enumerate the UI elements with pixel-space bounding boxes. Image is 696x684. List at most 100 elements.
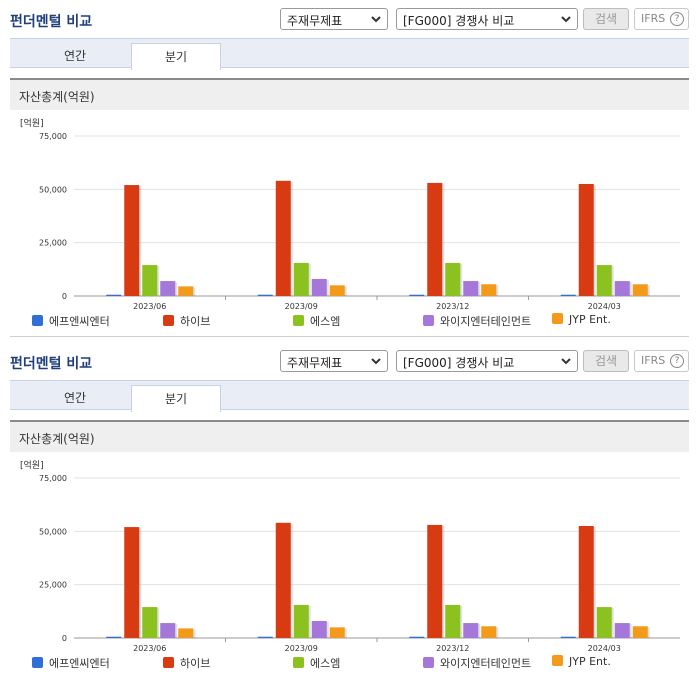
bar[interactable] — [275, 522, 291, 638]
bar[interactable] — [142, 607, 158, 638]
tab-quarterly[interactable]: 분기 — [131, 43, 221, 70]
x-tick-label: 2023/06 — [133, 302, 166, 310]
chevron-down-icon — [371, 358, 381, 365]
bar[interactable] — [329, 285, 345, 296]
y-unit-label: [억원] — [20, 459, 44, 471]
bar[interactable] — [463, 281, 479, 296]
bar[interactable] — [178, 286, 194, 296]
search-button[interactable]: 검색 — [583, 350, 629, 372]
statement-select[interactable]: 주재무제표 — [280, 350, 388, 372]
y-tick-label: 0 — [62, 634, 67, 643]
search-button[interactable]: 검색 — [583, 8, 629, 30]
legend-item[interactable]: 에프엔씨엔터 — [32, 313, 110, 329]
peer-group-select[interactable]: [FG000] 경쟁사 비교 — [396, 350, 578, 372]
bar[interactable] — [106, 636, 122, 638]
bar[interactable] — [427, 182, 443, 296]
bar[interactable] — [481, 284, 497, 296]
section-header: 자산총계(억원) — [10, 78, 689, 110]
bar[interactable] — [160, 281, 176, 296]
bar[interactable] — [445, 604, 461, 638]
bar[interactable] — [445, 262, 461, 296]
bar[interactable] — [293, 262, 309, 296]
bar[interactable] — [257, 294, 273, 296]
chevron-down-icon — [371, 16, 381, 23]
statement-select[interactable]: 주재무제표 — [280, 8, 388, 30]
peer-group-select[interactable]: [FG000] 경쟁사 비교 — [396, 8, 578, 30]
ifrs-button[interactable]: IFRS ? — [634, 350, 689, 372]
bar[interactable] — [160, 623, 176, 638]
bar[interactable] — [596, 265, 612, 296]
statement-select-value: 주재무제표 — [287, 14, 343, 28]
bar[interactable] — [614, 623, 630, 638]
legend-item[interactable]: 하이브 — [163, 313, 210, 329]
x-tick-label: 2024/03 — [588, 302, 621, 310]
bar[interactable] — [632, 626, 648, 638]
fundamental-panel-1: 펀더멘털 비교 주재무제표 [FG000] 경쟁사 비교 검색 IFRS ? 연… — [0, 8, 696, 337]
bar[interactable] — [409, 636, 425, 638]
bar[interactable] — [329, 627, 345, 638]
chevron-down-icon — [561, 16, 571, 23]
x-tick-label: 2023/12 — [436, 302, 469, 310]
x-tick-label: 2024/03 — [588, 644, 621, 652]
bar[interactable] — [578, 526, 594, 638]
legend-item[interactable]: 하이브 — [163, 655, 210, 671]
legend-label: 와이지엔터테인먼트 — [440, 657, 532, 670]
legend-label: 하이브 — [180, 315, 211, 328]
bar[interactable] — [481, 626, 497, 638]
fundamental-panel-2: 펀더멘털 비교 주재무제표 [FG000] 경쟁사 비교 검색 IFRS ? 연… — [0, 342, 696, 684]
y-tick-label: 0 — [62, 292, 67, 301]
bar[interactable] — [257, 636, 273, 638]
chart-legend: 에프엔씨엔터 하이브 에스엠 와이지엔터테인먼트 JYP Ent. — [0, 652, 696, 672]
bar[interactable] — [409, 294, 425, 296]
y-tick-label: 25,000 — [39, 239, 67, 248]
bar[interactable] — [311, 278, 327, 296]
bar[interactable] — [560, 294, 576, 296]
y-tick-label: 75,000 — [39, 474, 67, 483]
bar[interactable] — [578, 184, 594, 296]
legend-item[interactable]: 와이지엔터테인먼트 — [423, 313, 531, 329]
x-tick-label: 2023/09 — [285, 644, 318, 652]
y-tick-label: 50,000 — [39, 527, 67, 536]
legend-swatch — [552, 313, 563, 324]
tab-quarterly[interactable]: 분기 — [131, 385, 221, 412]
ifrs-button[interactable]: IFRS ? — [634, 8, 689, 30]
bar[interactable] — [614, 281, 630, 296]
help-icon: ? — [670, 354, 684, 368]
page-title: 펀더멘털 비교 — [10, 14, 93, 30]
bar[interactable] — [275, 180, 291, 296]
legend-item[interactable]: 에프엔씨엔터 — [32, 655, 110, 671]
legend-label: 에스엠 — [310, 315, 341, 328]
x-tick-label: 2023/12 — [436, 644, 469, 652]
legend-item[interactable]: 와이지엔터테인먼트 — [423, 655, 531, 671]
tab-annual[interactable]: 연간 — [63, 49, 87, 63]
x-tick-label: 2023/06 — [133, 644, 166, 652]
legend-item[interactable]: JYP Ent. — [552, 655, 611, 668]
y-tick-label: 25,000 — [39, 581, 67, 590]
legend-swatch — [293, 315, 304, 326]
bar[interactable] — [106, 294, 122, 296]
legend-label: 에스엠 — [310, 657, 341, 670]
bar[interactable] — [560, 636, 576, 638]
chevron-down-icon — [561, 358, 571, 365]
legend-swatch — [552, 655, 563, 666]
bar[interactable] — [293, 604, 309, 638]
bar[interactable] — [596, 607, 612, 638]
bar[interactable] — [124, 527, 140, 638]
chart-legend: 에프엔씨엔터 하이브 에스엠 와이지엔터테인먼트 JYP Ent. — [0, 310, 696, 330]
bar[interactable] — [311, 620, 327, 638]
bar[interactable] — [632, 284, 648, 296]
section-title: 자산총계(억원) — [19, 90, 95, 104]
legend-item[interactable]: 에스엠 — [293, 655, 340, 671]
statement-select-value: 주재무제표 — [287, 356, 343, 370]
bar[interactable] — [463, 623, 479, 638]
bar[interactable] — [178, 628, 194, 638]
tab-annual[interactable]: 연간 — [63, 391, 87, 405]
bar[interactable] — [142, 265, 158, 296]
legend-item[interactable]: 에스엠 — [293, 313, 340, 329]
legend-swatch — [423, 657, 434, 668]
y-tick-label: 50,000 — [39, 185, 67, 194]
legend-item[interactable]: JYP Ent. — [552, 313, 611, 326]
bar[interactable] — [124, 185, 140, 296]
legend-label: 에프엔씨엔터 — [49, 315, 110, 328]
bar[interactable] — [427, 524, 443, 638]
